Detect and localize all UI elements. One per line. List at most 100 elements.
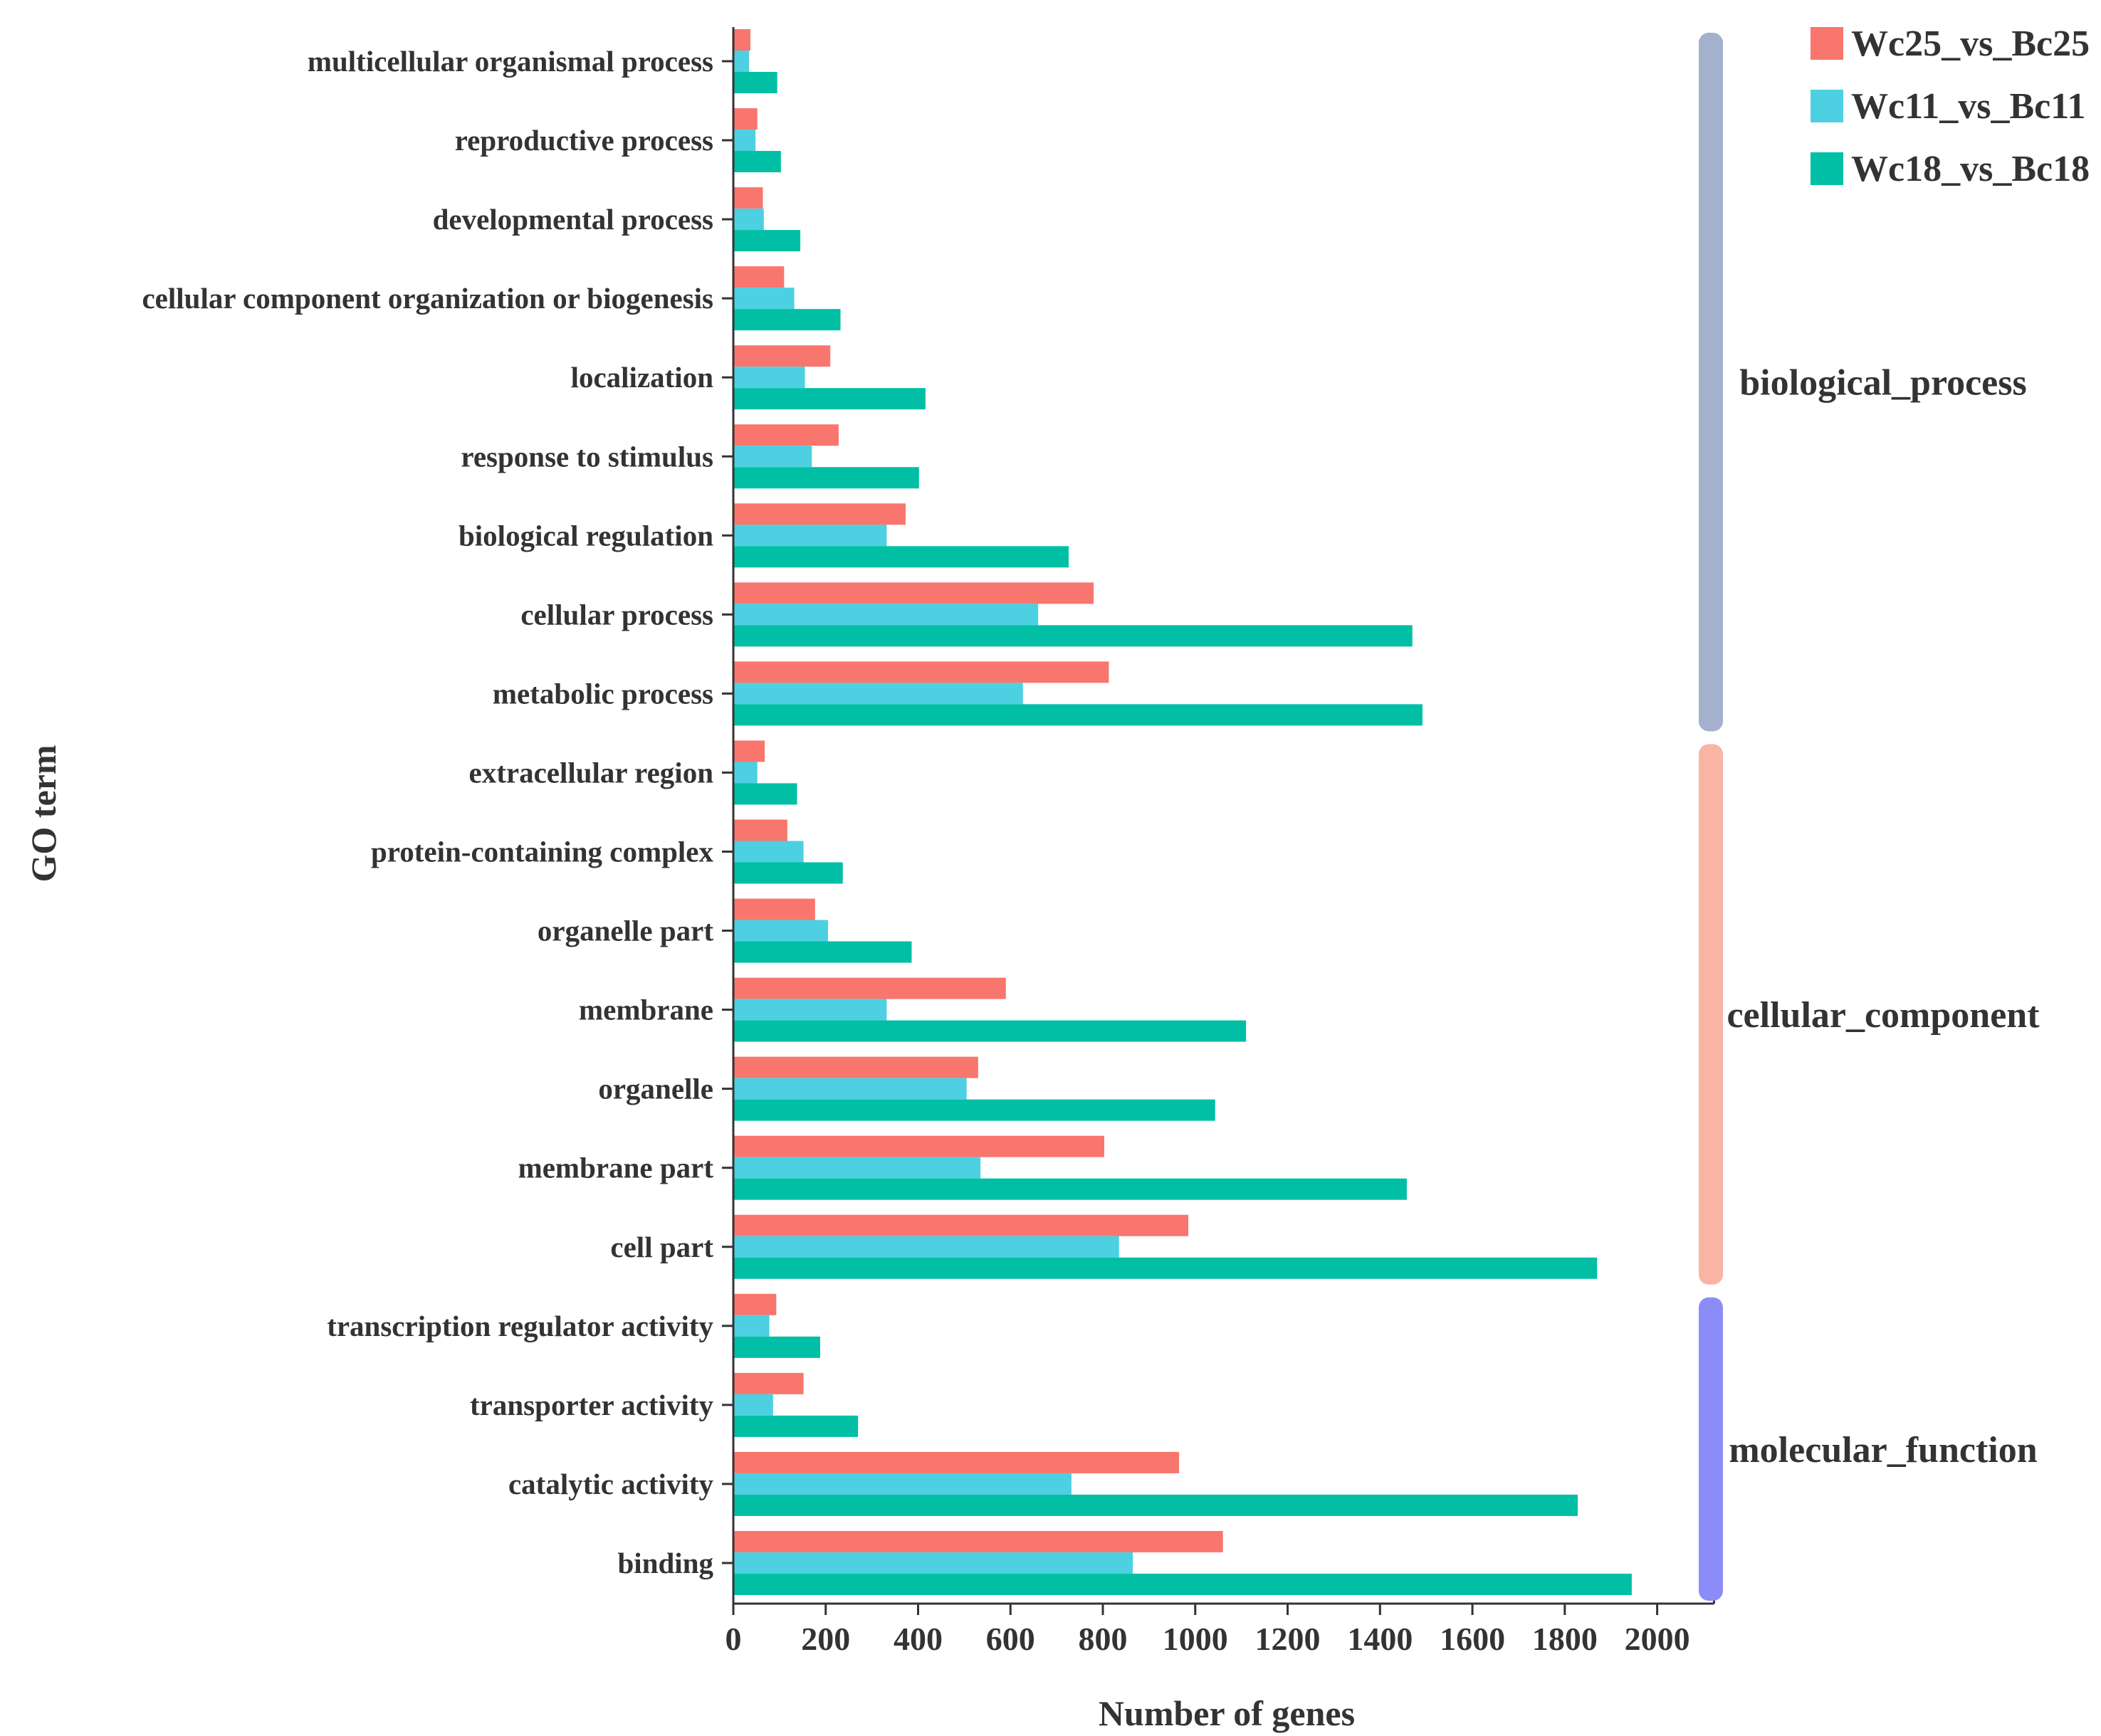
- group-label-cellular-component: cellular_component: [1727, 995, 2040, 1036]
- category-label-cell-part: cell part: [610, 1231, 713, 1263]
- bar-wc18-vs-bc18-membrane: [733, 1020, 1247, 1042]
- bars-layer: [733, 29, 1632, 1595]
- legend-swatch-wc18-vs-bc18: [1811, 152, 1843, 185]
- bar-wc18-vs-bc18-protein-containing-complex: [733, 862, 843, 884]
- bar-wc18-vs-bc18-catalytic-activity: [733, 1494, 1578, 1516]
- bar-wc25-vs-bc25-reproductive-process: [733, 108, 758, 130]
- bar-wc11-vs-bc11-protein-containing-complex: [733, 841, 804, 863]
- bar-wc18-vs-bc18-binding: [733, 1573, 1632, 1595]
- bar-wc18-vs-bc18-organelle: [733, 1099, 1215, 1121]
- category-label-reproductive-process: reproductive process: [455, 124, 713, 157]
- bar-wc11-vs-bc11-metabolic-process: [733, 683, 1023, 705]
- category-label-localization: localization: [571, 361, 714, 394]
- bar-wc18-vs-bc18-transcription-regulator-activity: [733, 1336, 820, 1358]
- bar-wc11-vs-bc11-binding: [733, 1552, 1133, 1574]
- bar-wc11-vs-bc11-membrane: [733, 999, 887, 1021]
- bar-wc18-vs-bc18-developmental-process: [733, 230, 801, 252]
- bar-wc11-vs-bc11-catalytic-activity: [733, 1473, 1072, 1495]
- category-label-binding: binding: [618, 1547, 714, 1579]
- category-label-transcription-regulator-activity: transcription regulator activity: [327, 1310, 713, 1342]
- category-label-transporter-activity: transporter activity: [470, 1389, 713, 1421]
- bar-wc18-vs-bc18-response-to-stimulus: [733, 467, 919, 489]
- bar-wc18-vs-bc18-transporter-activity: [733, 1415, 859, 1437]
- bar-wc11-vs-bc11-developmental-process: [733, 209, 764, 231]
- bar-wc18-vs-bc18-cellular-component-organization-or-biogenesis: [733, 309, 841, 331]
- x-tick-label-2000: 2000: [1625, 1621, 1690, 1657]
- category-label-developmental-process: developmental process: [433, 203, 713, 236]
- category-label-protein-containing-complex: protein-containing complex: [371, 836, 713, 868]
- category-labels: multicellular organismal process reproduc…: [142, 45, 713, 1579]
- bar-wc25-vs-bc25-metabolic-process: [733, 661, 1109, 683]
- x-tick-label-0: 0: [725, 1621, 742, 1657]
- bar-wc18-vs-bc18-multicellular-organismal-process: [733, 72, 777, 93]
- bar-wc11-vs-bc11-membrane-part: [733, 1157, 981, 1179]
- legend-swatch-wc25-vs-bc25: [1811, 27, 1843, 60]
- bar-wc25-vs-bc25-localization: [733, 345, 831, 367]
- x-axis-ticks: 0 200 400 600 800 1000 1200 1400 1600 1800 2000: [725, 1604, 1690, 1657]
- bar-wc11-vs-bc11-cellular-process: [733, 604, 1039, 626]
- group-label-molecular-function: molecular_function: [1729, 1430, 2037, 1471]
- bar-wc25-vs-bc25-biological-regulation: [733, 503, 906, 525]
- bar-wc25-vs-bc25-catalytic-activity: [733, 1451, 1180, 1473]
- bar-wc11-vs-bc11-extracellular-region: [733, 762, 758, 784]
- group-band-molecular-function: [1699, 1297, 1723, 1601]
- x-tick-label-1400: 1400: [1347, 1621, 1413, 1657]
- bar-wc25-vs-bc25-transcription-regulator-activity: [733, 1293, 777, 1315]
- bar-wc25-vs-bc25-developmental-process: [733, 187, 763, 209]
- bar-wc25-vs-bc25-cellular-process: [733, 582, 1094, 604]
- bar-wc25-vs-bc25-transporter-activity: [733, 1372, 804, 1394]
- x-tick-label-1600: 1600: [1440, 1621, 1505, 1657]
- bar-wc11-vs-bc11-organelle-part: [733, 920, 829, 942]
- x-tick-label-1000: 1000: [1163, 1621, 1228, 1657]
- bar-wc18-vs-bc18-metabolic-process: [733, 704, 1423, 726]
- bar-wc18-vs-bc18-extracellular-region: [733, 783, 797, 805]
- category-label-membrane-part: membrane part: [518, 1152, 714, 1184]
- group-band-cellular-component: [1699, 744, 1723, 1285]
- bar-wc18-vs-bc18-reproductive-process: [733, 151, 781, 173]
- y-axis-title: GO term: [23, 745, 63, 883]
- bar-wc11-vs-bc11-biological-regulation: [733, 525, 887, 547]
- x-tick-label-1200: 1200: [1255, 1621, 1321, 1657]
- bar-wc25-vs-bc25-cell-part: [733, 1214, 1189, 1236]
- category-label-membrane: membrane: [579, 994, 713, 1026]
- legend-swatch-wc11-vs-bc11: [1811, 90, 1843, 122]
- category-label-biological-regulation: biological regulation: [459, 519, 713, 552]
- category-label-organelle-part: organelle part: [538, 915, 713, 947]
- bar-wc11-vs-bc11-transporter-activity: [733, 1394, 773, 1416]
- bar-wc18-vs-bc18-localization: [733, 388, 926, 410]
- bar-wc25-vs-bc25-extracellular-region: [733, 740, 765, 762]
- x-tick-label-1800: 1800: [1532, 1621, 1598, 1657]
- bar-wc25-vs-bc25-membrane: [733, 977, 1006, 999]
- bar-wc25-vs-bc25-binding: [733, 1530, 1223, 1552]
- bar-wc11-vs-bc11-reproductive-process: [733, 130, 756, 152]
- x-axis-title: Number of genes: [1099, 1693, 1355, 1733]
- bar-wc11-vs-bc11-transcription-regulator-activity: [733, 1315, 770, 1337]
- group-band-biological-process: [1699, 33, 1723, 732]
- category-label-cellular-component-organization-or-biogenesis: cellular component organization or bioge…: [142, 282, 713, 315]
- bar-wc25-vs-bc25-cellular-component-organization-or-biogenesis: [733, 266, 785, 288]
- bar-wc18-vs-bc18-membrane-part: [733, 1178, 1407, 1200]
- bar-wc18-vs-bc18-cellular-process: [733, 625, 1413, 647]
- go-category-groups: biological_process cellular_componentmole…: [1699, 33, 2040, 1601]
- category-label-extracellular-region: extracellular region: [469, 756, 714, 789]
- bar-wc11-vs-bc11-cellular-component-organization-or-biogenesis: [733, 288, 795, 310]
- bar-wc25-vs-bc25-organelle: [733, 1056, 978, 1078]
- bar-wc25-vs-bc25-multicellular-organismal-process: [733, 29, 751, 51]
- bar-wc25-vs-bc25-membrane-part: [733, 1135, 1104, 1157]
- bar-wc11-vs-bc11-localization: [733, 367, 805, 389]
- axes-layer: [722, 27, 1715, 1605]
- category-label-cellular-process: cellular process: [520, 598, 713, 631]
- legend-label-wc25-vs-bc25: Wc25_vs_Bc25: [1851, 23, 2090, 64]
- group-label-biological-process: biological_process: [1739, 363, 2026, 404]
- category-label-catalytic-activity: catalytic activity: [508, 1468, 714, 1500]
- x-tick-label-200: 200: [801, 1621, 850, 1657]
- bar-wc11-vs-bc11-multicellular-organismal-process: [733, 51, 750, 72]
- x-tick-label-800: 800: [1079, 1621, 1128, 1657]
- category-label-multicellular-organismal-process: multicellular organismal process: [308, 45, 713, 78]
- category-label-organelle: organelle: [598, 1073, 713, 1105]
- category-label-response-to-stimulus: response to stimulus: [461, 440, 713, 473]
- bar-wc11-vs-bc11-organelle: [733, 1078, 967, 1100]
- category-label-metabolic-process: metabolic process: [493, 677, 713, 710]
- bar-wc11-vs-bc11-cell-part: [733, 1236, 1119, 1258]
